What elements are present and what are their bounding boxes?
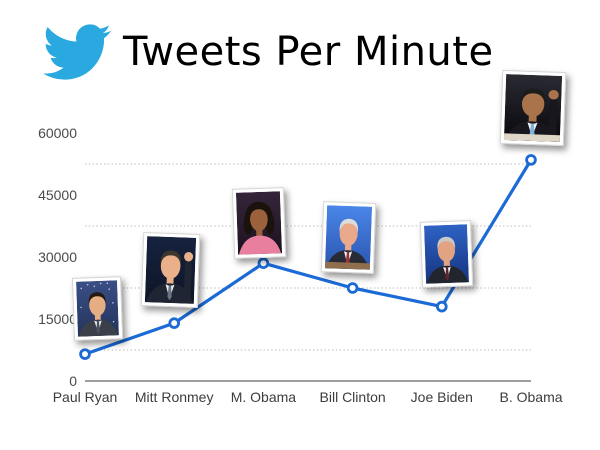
twitter-bird-icon (38, 18, 116, 86)
x-category-label-paul-ryan: Paul Ryan (52, 389, 118, 405)
photo-bill-clinton (320, 200, 376, 274)
y-tick-label-15000: 15000 (38, 311, 77, 327)
x-category-label-mitt-ronmey: Mitt Ronmey (134, 389, 214, 405)
y-tick-label-30000: 30000 (38, 249, 77, 265)
photo-b-obama (499, 69, 567, 147)
data-point-joe-biden (435, 300, 448, 313)
photo-joe-biden (419, 220, 473, 288)
y-tick-label-60000: 60000 (38, 125, 77, 141)
x-category-label-m-obama: M. Obama (230, 389, 297, 405)
photo-m-obama (231, 187, 287, 259)
photo-mitt-ronmey (140, 232, 200, 308)
x-category-label-bill-clinton: Bill Clinton (319, 389, 386, 405)
y-tick-label-0: 0 (69, 373, 77, 389)
page-title: Tweets Per Minute (123, 29, 494, 75)
data-point-mitt-ronmey (168, 317, 181, 329)
data-point-m-obama (257, 257, 270, 270)
data-point-bill-clinton (346, 282, 359, 294)
y-tick-label-45000: 45000 (38, 187, 77, 203)
x-category-label-b-obama: B. Obama (499, 389, 563, 405)
data-point-b-obama (525, 154, 537, 166)
photo-paul-ryan (71, 275, 123, 341)
chart-header: Tweets Per Minute (38, 10, 494, 94)
x-category-label-joe-biden: Joe Biden (410, 389, 473, 405)
data-point-paul-ryan (79, 348, 91, 360)
